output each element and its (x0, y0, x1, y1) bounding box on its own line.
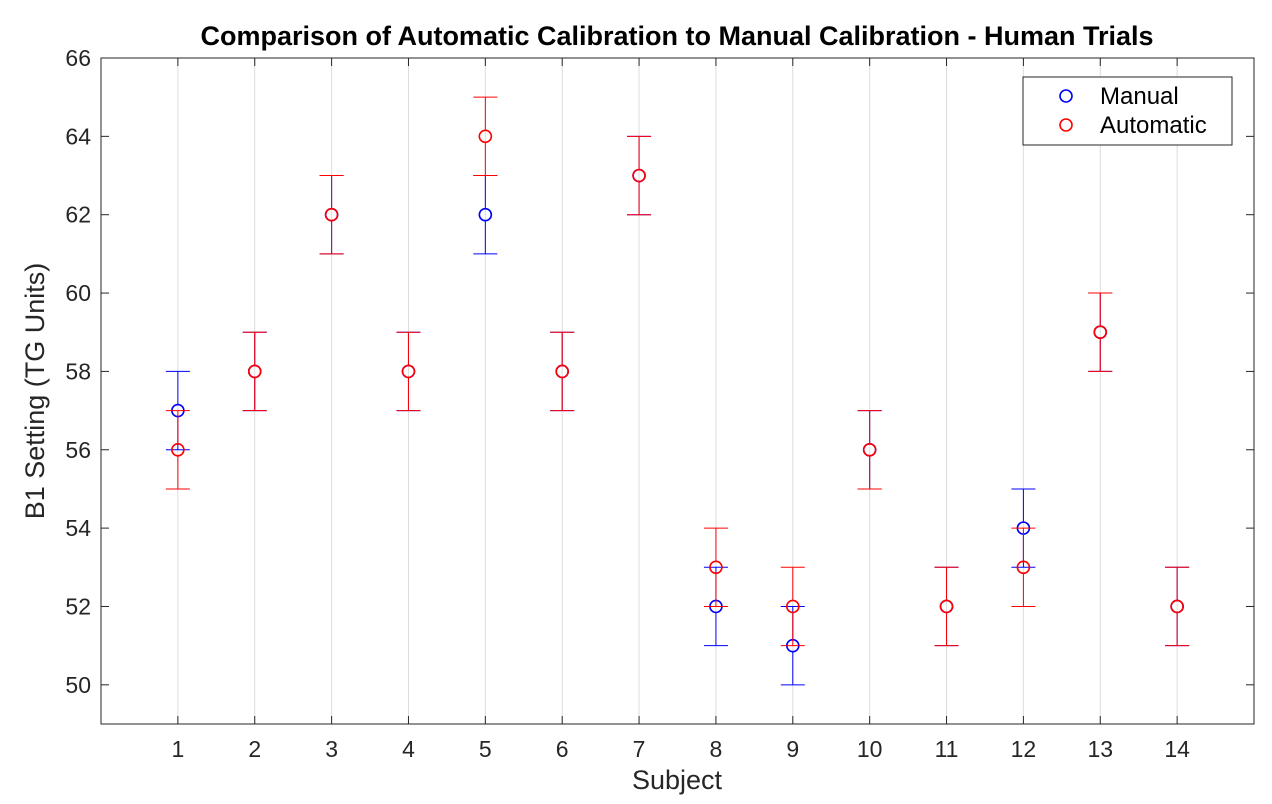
x-tick-label: 5 (479, 736, 492, 762)
series-automatic (165, 96, 1190, 647)
data-series (165, 96, 1190, 686)
data-point-automatic (939, 599, 954, 614)
data-point-automatic (1016, 560, 1031, 575)
x-tick-label: 1 (171, 736, 184, 762)
x-tick-label: 12 (1011, 736, 1037, 762)
y-tick-label: 54 (65, 515, 91, 541)
x-tick-label: 2 (248, 736, 261, 762)
y-tick-label: 58 (65, 358, 91, 384)
data-point-automatic (555, 364, 570, 379)
data-point-automatic (401, 364, 416, 379)
data-point-automatic (785, 599, 800, 614)
legend-label-automatic: Automatic (1100, 112, 1207, 139)
x-tick-label: 7 (633, 736, 646, 762)
data-point-automatic (1170, 599, 1184, 614)
x-tick-label: 3 (325, 736, 338, 762)
y-tick-label: 52 (65, 593, 91, 619)
data-point-automatic (324, 207, 339, 222)
plot-area (101, 58, 1254, 724)
x-tick-label: 11 (935, 736, 959, 762)
y-tick-label: 50 (65, 672, 91, 698)
x-tick-label: 13 (1087, 736, 1113, 762)
data-point-automatic (632, 168, 646, 183)
legend-marker-automatic (1059, 118, 1073, 132)
data-point-manual (478, 207, 493, 222)
x-tick-label: 8 (710, 736, 723, 762)
x-tick-label: 4 (402, 736, 415, 762)
y-tick-label: 66 (65, 45, 91, 71)
x-tick-label: 14 (1164, 736, 1190, 762)
y-tick-label: 60 (65, 280, 91, 306)
data-point-automatic (478, 129, 493, 144)
x-axis-label: Subject (632, 765, 723, 795)
data-point-automatic (709, 560, 723, 575)
legend-marker-manual (1059, 89, 1073, 103)
y-tick-label: 56 (65, 437, 91, 463)
y-axis-label: B1 Setting (TG Units) (20, 263, 50, 520)
legend-label-manual: Manual (1100, 83, 1179, 110)
chart-title: Comparison of Automatic Calibration to M… (200, 21, 1153, 51)
data-point-automatic (171, 442, 185, 457)
plot-frame (100, 57, 1255, 725)
data-point-automatic (862, 442, 877, 457)
data-point-automatic (247, 364, 262, 379)
x-tick-label: 10 (857, 736, 883, 762)
x-tick-label: 9 (786, 736, 799, 762)
x-tick-label: 6 (556, 736, 569, 762)
y-tick-label: 64 (65, 123, 91, 149)
legend-box (1022, 76, 1233, 146)
legend: Manual Automatic (1022, 76, 1233, 146)
y-tick-label: 62 (65, 202, 91, 228)
data-point-automatic (1093, 325, 1108, 340)
